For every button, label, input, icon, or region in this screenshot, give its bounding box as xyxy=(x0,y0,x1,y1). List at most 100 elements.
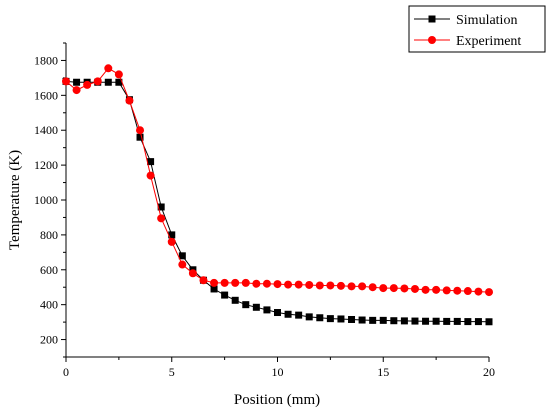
point-simulation xyxy=(73,78,81,86)
y-tick-label-400: 400 xyxy=(40,298,58,312)
point-experiment xyxy=(442,286,451,295)
point-simulation xyxy=(284,310,292,318)
point-simulation xyxy=(422,317,430,325)
point-experiment xyxy=(210,278,219,287)
y-tick-label-1200: 1200 xyxy=(34,158,58,172)
point-experiment xyxy=(252,279,261,288)
y-tick-label-1800: 1800 xyxy=(34,53,58,67)
point-simulation xyxy=(348,315,356,323)
x-tick-label-15: 15 xyxy=(377,365,389,379)
y-tick-label-200: 200 xyxy=(40,333,58,347)
point-experiment xyxy=(315,281,324,290)
x-axis-ticks: 0 5 10 15 20 xyxy=(63,357,495,379)
point-experiment xyxy=(93,77,102,86)
point-experiment xyxy=(220,278,229,287)
x-tick-label-0: 0 xyxy=(63,365,69,379)
point-simulation xyxy=(157,203,165,211)
point-simulation xyxy=(358,316,366,324)
y-tick-label-1000: 1000 xyxy=(34,193,58,207)
point-simulation xyxy=(390,317,398,325)
point-simulation xyxy=(147,158,155,166)
point-experiment xyxy=(336,281,345,290)
point-experiment xyxy=(62,77,70,86)
y-tick-label-600: 600 xyxy=(40,263,58,277)
point-simulation xyxy=(400,317,408,325)
point-experiment xyxy=(432,285,441,294)
legend-entry-experiment: Experiment xyxy=(414,34,521,49)
point-experiment xyxy=(273,280,282,289)
y-tick-label-800: 800 xyxy=(40,228,58,242)
point-simulation xyxy=(337,315,345,323)
point-simulation xyxy=(326,315,334,323)
y-axis-ticks: 200 400 600 800 1000 1200 1400 1600 1800 xyxy=(34,42,66,358)
point-experiment xyxy=(421,285,430,294)
x-tick-label-20: 20 xyxy=(483,365,495,379)
series-experiment xyxy=(62,64,493,297)
point-experiment xyxy=(400,284,409,293)
legend-label-simulation: Simulation xyxy=(456,13,517,28)
point-experiment xyxy=(72,86,81,95)
point-simulation xyxy=(274,309,281,317)
point-experiment xyxy=(358,282,367,291)
y-axis-label: Temperature (K) xyxy=(7,150,23,250)
point-experiment xyxy=(167,237,176,246)
point-experiment xyxy=(389,284,398,293)
legend-box xyxy=(408,5,546,53)
point-simulation xyxy=(231,296,239,304)
point-simulation xyxy=(453,317,461,325)
point-experiment xyxy=(305,280,314,289)
legend-entry-simulation: Simulation xyxy=(414,13,517,28)
x-axis-label: Position (mm) xyxy=(234,392,320,408)
y-tick-label-1400: 1400 xyxy=(34,123,58,137)
point-simulation xyxy=(178,252,186,260)
point-experiment xyxy=(463,287,472,296)
point-simulation xyxy=(432,317,440,325)
point-experiment xyxy=(146,171,155,180)
point-experiment xyxy=(284,280,293,289)
legend-marker-simulation xyxy=(428,15,436,23)
point-experiment xyxy=(368,283,377,292)
legend-marker-experiment xyxy=(428,36,436,44)
point-experiment xyxy=(379,284,388,293)
point-simulation xyxy=(168,231,176,239)
point-experiment xyxy=(178,260,187,269)
point-experiment xyxy=(485,288,493,297)
point-experiment xyxy=(241,278,250,287)
series-layer xyxy=(62,64,493,326)
point-simulation xyxy=(295,311,303,319)
point-experiment xyxy=(474,287,483,296)
series-simulation xyxy=(62,77,493,326)
legend-label-experiment: Experiment xyxy=(456,34,521,49)
point-simulation xyxy=(464,318,472,326)
point-experiment xyxy=(347,282,356,291)
point-simulation xyxy=(369,316,377,324)
point-simulation xyxy=(221,291,229,299)
point-simulation xyxy=(379,316,387,324)
point-experiment xyxy=(136,126,145,135)
point-experiment xyxy=(410,284,419,293)
point-experiment xyxy=(125,96,134,105)
point-simulation xyxy=(485,318,493,326)
y-tick-label-1600: 1600 xyxy=(34,88,58,102)
legend: Simulation Experiment xyxy=(408,5,546,53)
point-experiment xyxy=(104,64,113,73)
point-experiment xyxy=(231,278,240,287)
x-tick-label-5: 5 xyxy=(169,365,175,379)
point-simulation xyxy=(242,301,250,309)
point-simulation xyxy=(252,303,260,311)
point-experiment xyxy=(114,70,123,79)
point-experiment xyxy=(157,214,166,223)
point-experiment xyxy=(83,80,92,89)
point-experiment xyxy=(326,281,335,290)
point-experiment xyxy=(453,286,462,295)
point-simulation xyxy=(411,317,419,325)
point-simulation xyxy=(104,78,112,86)
point-simulation xyxy=(316,314,324,322)
point-simulation xyxy=(115,78,123,86)
point-experiment xyxy=(199,276,208,285)
point-simulation xyxy=(263,306,271,314)
point-simulation xyxy=(305,313,313,321)
point-experiment xyxy=(262,279,271,288)
point-simulation xyxy=(443,317,451,325)
